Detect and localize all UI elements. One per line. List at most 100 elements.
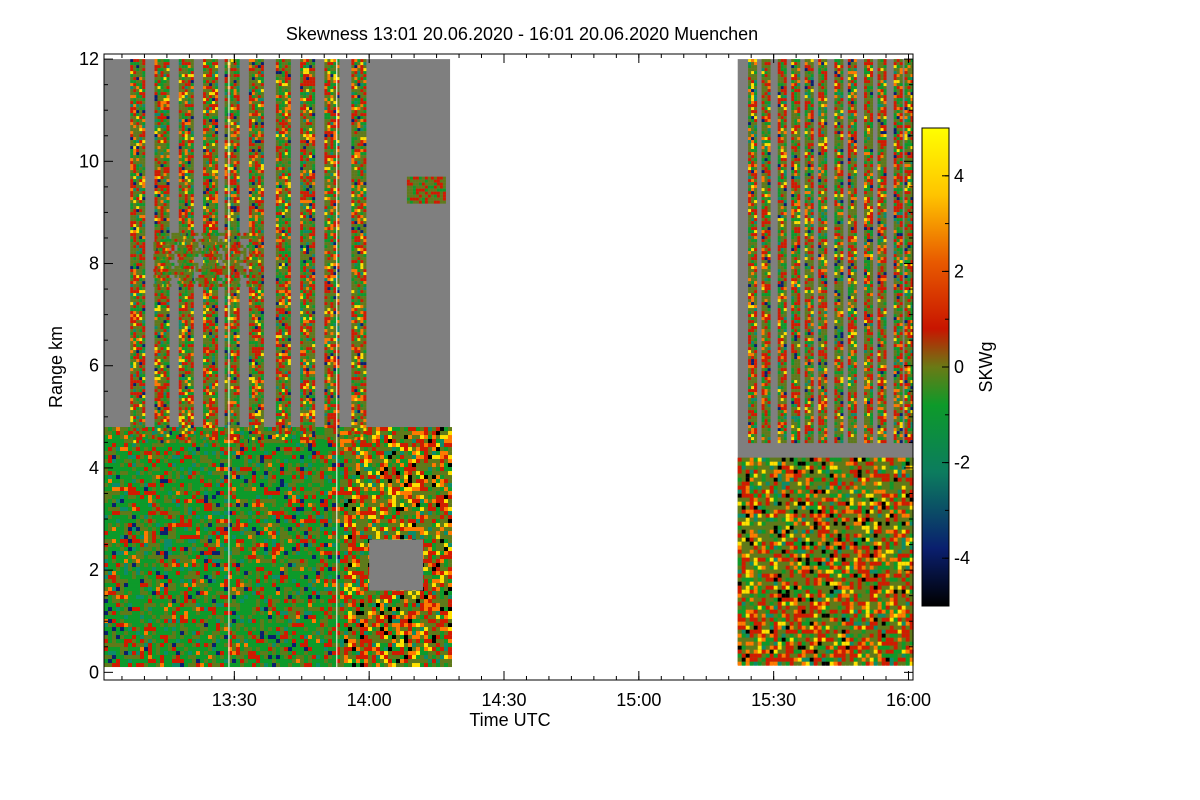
bl-texture-cell [128, 595, 132, 600]
bl-texture-cell [144, 595, 148, 600]
bl-texture-cell [268, 435, 272, 440]
bl-texture-cell [204, 603, 208, 608]
bl-texture-cell [132, 607, 136, 612]
bl-texture-cell [268, 527, 272, 532]
bl-texture-cell [336, 475, 340, 480]
bl-texture-cell [276, 535, 280, 540]
bl-texture-cell [108, 543, 112, 548]
bl-texture-cell [184, 511, 188, 516]
bl-texture-cell [416, 627, 420, 632]
bl-texture-cell [444, 619, 448, 624]
bl-texture-cell [288, 531, 292, 536]
bl-texture-cell [220, 631, 224, 636]
bl-texture-cell [176, 587, 180, 592]
bl-texture-cell [340, 547, 344, 552]
bl-texture-cell [332, 539, 336, 544]
bl-texture-cell [272, 447, 276, 452]
bl-texture-cell [132, 459, 136, 464]
bl-texture-cell [140, 483, 144, 488]
bl-texture-cell [148, 651, 152, 656]
bl-texture-cell [424, 603, 428, 608]
bl-texture-cell [184, 579, 188, 584]
bl-texture-cell [220, 451, 224, 456]
bl-texture-cell [364, 479, 368, 484]
bl-texture-cell [416, 531, 420, 536]
bl-texture-cell [128, 463, 132, 468]
bl-texture-cell [152, 471, 156, 476]
bl-texture-cell [352, 567, 356, 572]
bl-texture-cell [276, 451, 280, 456]
bl-texture-cell [272, 647, 276, 652]
bl-texture-cell [160, 523, 164, 528]
bl-texture-cell [348, 491, 352, 496]
bl-texture-cell [316, 527, 320, 532]
bl-texture-cell [268, 615, 272, 620]
bl-texture-cell [244, 583, 248, 588]
bl-texture-cell [204, 475, 208, 480]
bl-texture-cell [140, 591, 144, 596]
bl-texture-cell [408, 531, 412, 536]
bl-texture-cell [256, 599, 260, 604]
bl-texture-cell [168, 507, 172, 512]
bl-texture-cell [292, 507, 296, 512]
bl-texture-cell [256, 463, 260, 468]
bl-texture-cell [160, 575, 164, 580]
bl-texture-cell [400, 479, 404, 484]
bl-texture-cell [264, 455, 268, 460]
bl-texture-cell [348, 587, 352, 592]
bl-texture-cell [164, 567, 168, 572]
bl-texture-cell [132, 559, 136, 564]
bl-texture-cell [440, 571, 444, 576]
bl-texture-cell [120, 583, 124, 588]
bl-texture-cell [440, 579, 444, 584]
bl-texture-cell [272, 531, 276, 536]
bl-texture-cell [332, 443, 336, 448]
bl-texture-cell [388, 631, 392, 636]
bl-texture-cell [288, 487, 292, 492]
bl-texture-cell [296, 643, 300, 648]
bl-texture-cell [324, 551, 328, 556]
bl-texture-cell [304, 507, 308, 512]
bl-texture-cell [216, 539, 220, 544]
bl-texture-cell [184, 567, 188, 572]
bl-texture-cell [376, 507, 380, 512]
bl-texture-cell [436, 587, 440, 592]
bl-texture-cell [444, 579, 448, 584]
bl-texture-cell [284, 555, 288, 560]
bl-texture-cell [348, 451, 352, 456]
bl-texture-cell [404, 639, 408, 644]
bl-texture-cell [236, 507, 240, 512]
bl-texture-cell [336, 635, 340, 640]
bl-texture-cell [312, 587, 316, 592]
bl-texture-cell [256, 591, 260, 596]
bl-texture-cell [276, 463, 280, 468]
bl-texture-cell [440, 519, 444, 524]
bl-texture-cell [304, 615, 308, 620]
bl-texture-cell [288, 631, 292, 636]
bl-texture-cell [196, 455, 200, 460]
bl-texture-cell [136, 507, 140, 512]
bl-texture-cell [368, 439, 372, 444]
bl-texture-cell [296, 599, 300, 604]
bl-texture-cell [364, 595, 368, 600]
bl-texture-cell [156, 483, 160, 488]
bl-texture-cell [112, 555, 116, 560]
bl-texture-cell [180, 575, 184, 580]
bl-texture-cell [212, 603, 216, 608]
bl-texture-cell [220, 647, 224, 652]
bl-texture-cell [336, 587, 340, 592]
bl-texture-cell [328, 579, 332, 584]
bl-texture-cell [260, 447, 264, 452]
bl-texture-cell [420, 455, 424, 460]
bl-texture-cell [220, 615, 224, 620]
bl-texture-cell [252, 647, 256, 652]
bl-texture-cell [264, 559, 268, 564]
bl-texture-cell [276, 507, 280, 512]
bl-texture-cell [272, 627, 276, 632]
bl-texture-cell [368, 611, 372, 616]
bl-texture-cell [180, 547, 184, 552]
bl-texture-cell [240, 623, 244, 628]
bl-texture-cell [208, 547, 212, 552]
bl-texture-cell [204, 563, 208, 568]
bl-texture-cell [360, 547, 364, 552]
